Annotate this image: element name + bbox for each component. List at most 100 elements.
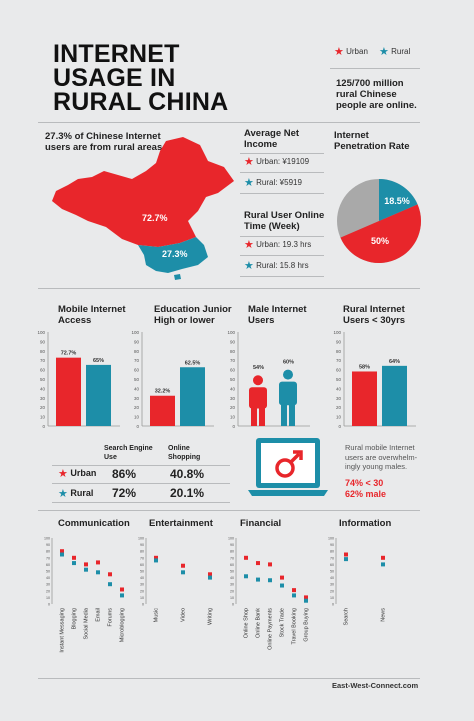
education-heading: Education Junior High or lower	[154, 304, 232, 326]
dot-rural	[60, 552, 64, 557]
tick-label: 70	[336, 358, 342, 363]
young-heading: Rural Internet Users < 30yrs	[343, 304, 406, 326]
online-time-urban: ★ Urban: 19.3 hrs	[244, 239, 312, 251]
dot-rural	[181, 570, 185, 575]
tick-label: 30	[336, 396, 342, 401]
tick-label: 60	[330, 563, 334, 567]
category-label: Microblogging	[120, 608, 126, 642]
urban-star-icon: ★	[58, 468, 68, 480]
bar-urban	[352, 371, 377, 426]
tick-label: 90	[336, 339, 342, 344]
tick-label: 70	[230, 358, 236, 363]
tick-label: 40	[336, 386, 342, 391]
dot-urban	[344, 552, 348, 557]
dot-rural	[244, 574, 248, 579]
tick-label: 90	[46, 543, 50, 547]
footer: East-West-Connect.com	[332, 681, 419, 690]
tick-label: 90	[140, 543, 144, 547]
dot-rural	[208, 575, 212, 580]
dot-urban	[244, 555, 248, 560]
tick-label: 100	[333, 330, 341, 335]
bar-charts: 100908070605040302010072.7%65%1009080706…	[37, 330, 416, 429]
bar-value-label: 54%	[253, 365, 264, 371]
category-label: Forums	[108, 608, 114, 627]
category-label: Stock Trade	[280, 608, 286, 637]
category-label: Email	[96, 608, 102, 622]
map-text: 27.3% of Chinese Internet users are from…	[45, 131, 165, 153]
tick-label: 80	[140, 550, 144, 554]
tick-label: 50	[230, 570, 234, 574]
dot-urban	[84, 562, 88, 567]
legend-urban: Urban	[346, 47, 368, 56]
category-label: Travel Booking	[292, 608, 298, 644]
tick-label: 60	[230, 563, 234, 567]
tick-label: 60	[230, 368, 236, 373]
tick-label: 30	[134, 396, 140, 401]
dot-rural	[268, 578, 272, 583]
tick-label: 50	[40, 377, 46, 382]
tick-label: 30	[46, 583, 50, 587]
financial-heading: Financial	[240, 518, 282, 529]
person-body	[279, 381, 297, 406]
table-row-rural: ★ Rural	[58, 488, 94, 500]
map-hainan	[174, 274, 181, 280]
tick-label: 50	[134, 377, 140, 382]
map-rural-region	[138, 237, 208, 273]
rural-star-icon: ★	[379, 46, 389, 58]
rural-note: Rural mobile Internet users are overwhel…	[345, 443, 418, 471]
dot-urban	[154, 555, 158, 560]
bar-urban	[150, 395, 175, 426]
tick-label: 30	[330, 583, 334, 587]
tick-label: 80	[134, 349, 140, 354]
tick-label: 10	[230, 596, 234, 600]
tick-label: 40	[230, 386, 236, 391]
tick-label: 20	[330, 589, 334, 593]
tick-label: 20	[134, 405, 140, 410]
tick-label: 30	[40, 396, 46, 401]
person-leg	[289, 403, 295, 426]
net-income-rural: ★ Rural: ¥5919	[244, 177, 302, 189]
tick-label: 10	[330, 596, 334, 600]
dot-urban	[120, 587, 124, 592]
bar-value-label: 60%	[283, 360, 294, 366]
dot-urban	[208, 572, 212, 577]
tick-label: 0	[42, 424, 45, 429]
penetration-heading: Internet Penetration Rate	[334, 130, 410, 152]
tick-label: 70	[230, 556, 234, 560]
page-title: INTERNET USAGE IN RURAL CHINA	[53, 40, 228, 115]
tick-label: 70	[134, 358, 140, 363]
tick-label: 20	[46, 589, 50, 593]
tick-label: 20	[336, 405, 342, 410]
urban-star-icon: ★	[334, 46, 344, 58]
dot-urban	[108, 572, 112, 577]
stat-young: 74% < 30	[345, 478, 384, 488]
tick-label: 30	[230, 583, 234, 587]
tick-label: 10	[134, 415, 140, 420]
male-heading: Male Internet Users	[248, 304, 307, 326]
title-line-1: INTERNET	[53, 40, 180, 68]
tick-label: 20	[230, 589, 234, 593]
tick-label: 50	[230, 377, 236, 382]
category-label: Group Buying	[304, 608, 310, 642]
tick-label: 100	[44, 537, 50, 541]
tick-label: 100	[131, 330, 139, 335]
pie-slice-urban	[340, 204, 421, 263]
col-search: Search Engine Use	[104, 445, 153, 461]
dot-rural	[304, 598, 308, 603]
dot-rural	[256, 577, 260, 582]
pie-slice-rural	[379, 179, 418, 221]
tick-label: 40	[46, 576, 50, 580]
tick-label: 40	[230, 576, 234, 580]
tick-label: 90	[134, 339, 140, 344]
dot-urban	[256, 561, 260, 566]
bar-value-label: 72.7%	[61, 351, 77, 357]
category-label: Instant Messaging	[60, 608, 66, 653]
dot-rural	[84, 567, 88, 572]
tick-label: 80	[230, 550, 234, 554]
legend: ★ Urban ★ Rural	[334, 46, 410, 58]
category-label: Social Media	[84, 607, 90, 639]
dot-rural	[120, 593, 124, 598]
tick-label: 60	[140, 563, 144, 567]
tick-label: 60	[46, 563, 50, 567]
